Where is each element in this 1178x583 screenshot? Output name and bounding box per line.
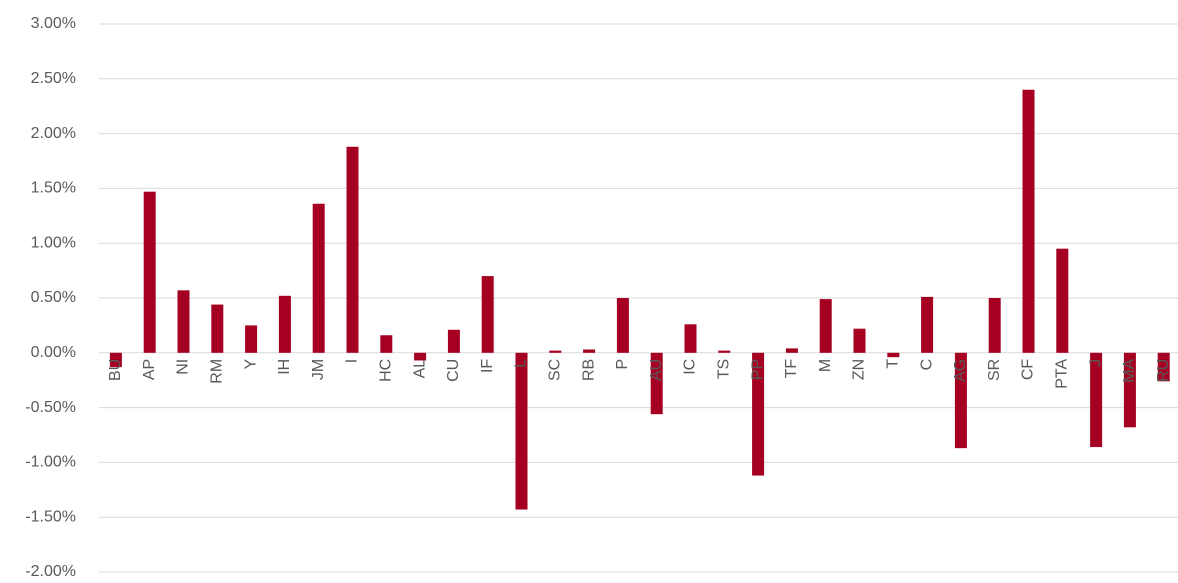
x-tick-label: PTA — [1054, 358, 1071, 388]
bar — [346, 146, 359, 353]
bar — [245, 325, 258, 353]
bar — [819, 299, 832, 353]
x-tick-label: M — [817, 359, 834, 372]
x-tick-label: TF — [783, 359, 800, 379]
x-tick-label: BU — [107, 359, 124, 381]
bar — [1123, 352, 1136, 428]
x-tick-label: NI — [175, 359, 192, 375]
bar — [616, 298, 629, 353]
x-tick-label: HC — [378, 359, 395, 382]
x-tick-label: IH — [276, 359, 293, 375]
bar — [177, 290, 190, 353]
x-tick-label: CF — [1020, 359, 1037, 381]
x-tick-label: SC — [547, 359, 564, 381]
bar — [278, 295, 291, 353]
x-tick-label: RM — [209, 359, 226, 384]
x-tick-label: L — [513, 359, 530, 368]
bar — [785, 348, 798, 353]
bar — [718, 350, 731, 353]
bar — [684, 324, 697, 353]
x-tick-label: MA — [1121, 358, 1138, 382]
x-tick-label: IC — [682, 359, 699, 375]
x-tick-label: C — [918, 359, 935, 371]
x-tick-label: Y — [242, 358, 259, 369]
bar — [921, 296, 934, 353]
x-tick-label: I — [344, 359, 361, 363]
y-tick-label: -1.50% — [25, 508, 76, 525]
x-tick-label: J — [1087, 359, 1104, 367]
x-tick-label: T — [885, 359, 902, 369]
x-tick-label: AU — [648, 359, 665, 381]
bar — [211, 304, 224, 353]
x-tick-label: CU — [445, 359, 462, 382]
bar — [414, 352, 427, 361]
x-tick-label: SR — [986, 359, 1003, 381]
y-tick-label: 0.00% — [31, 344, 76, 361]
bar — [447, 329, 460, 353]
bar — [109, 352, 122, 368]
bar — [583, 349, 596, 353]
bar — [312, 203, 325, 353]
bar — [380, 335, 393, 353]
bar — [1090, 352, 1103, 448]
x-tick-label: RU — [1155, 359, 1172, 382]
bar — [143, 191, 156, 353]
bar — [752, 352, 765, 476]
y-tick-label: 2.50% — [31, 70, 76, 87]
x-tick-label: AL — [411, 359, 428, 379]
x-tick-label: PP — [749, 359, 766, 380]
bar — [853, 328, 866, 353]
x-tick-label: JM — [310, 359, 327, 380]
bar — [1022, 89, 1035, 353]
x-tick-label: P — [614, 359, 631, 370]
x-tick-label: TS — [716, 359, 733, 379]
x-tick-label: IF — [479, 359, 496, 373]
bar — [481, 276, 494, 353]
bar — [1157, 352, 1170, 382]
y-tick-label: 1.00% — [31, 234, 76, 251]
y-tick-label: -0.50% — [25, 399, 76, 416]
bar — [1056, 248, 1069, 353]
bar — [988, 298, 1001, 353]
y-tick-label: 1.50% — [31, 180, 76, 197]
bar — [515, 352, 528, 510]
bar — [954, 352, 967, 449]
x-tick-label: ZN — [851, 359, 868, 380]
x-tick-label: AP — [141, 359, 158, 380]
y-tick-label: 0.50% — [31, 289, 76, 306]
bar — [887, 352, 900, 358]
x-tick-label: RB — [580, 359, 597, 381]
bar — [650, 352, 663, 415]
y-tick-label: 2.00% — [31, 125, 76, 142]
x-tick-label: AG — [952, 359, 969, 382]
y-tick-label: -1.00% — [25, 454, 76, 471]
y-tick-label: 3.00% — [31, 15, 76, 32]
bar — [549, 350, 562, 353]
y-tick-label: -2.00% — [25, 563, 76, 580]
